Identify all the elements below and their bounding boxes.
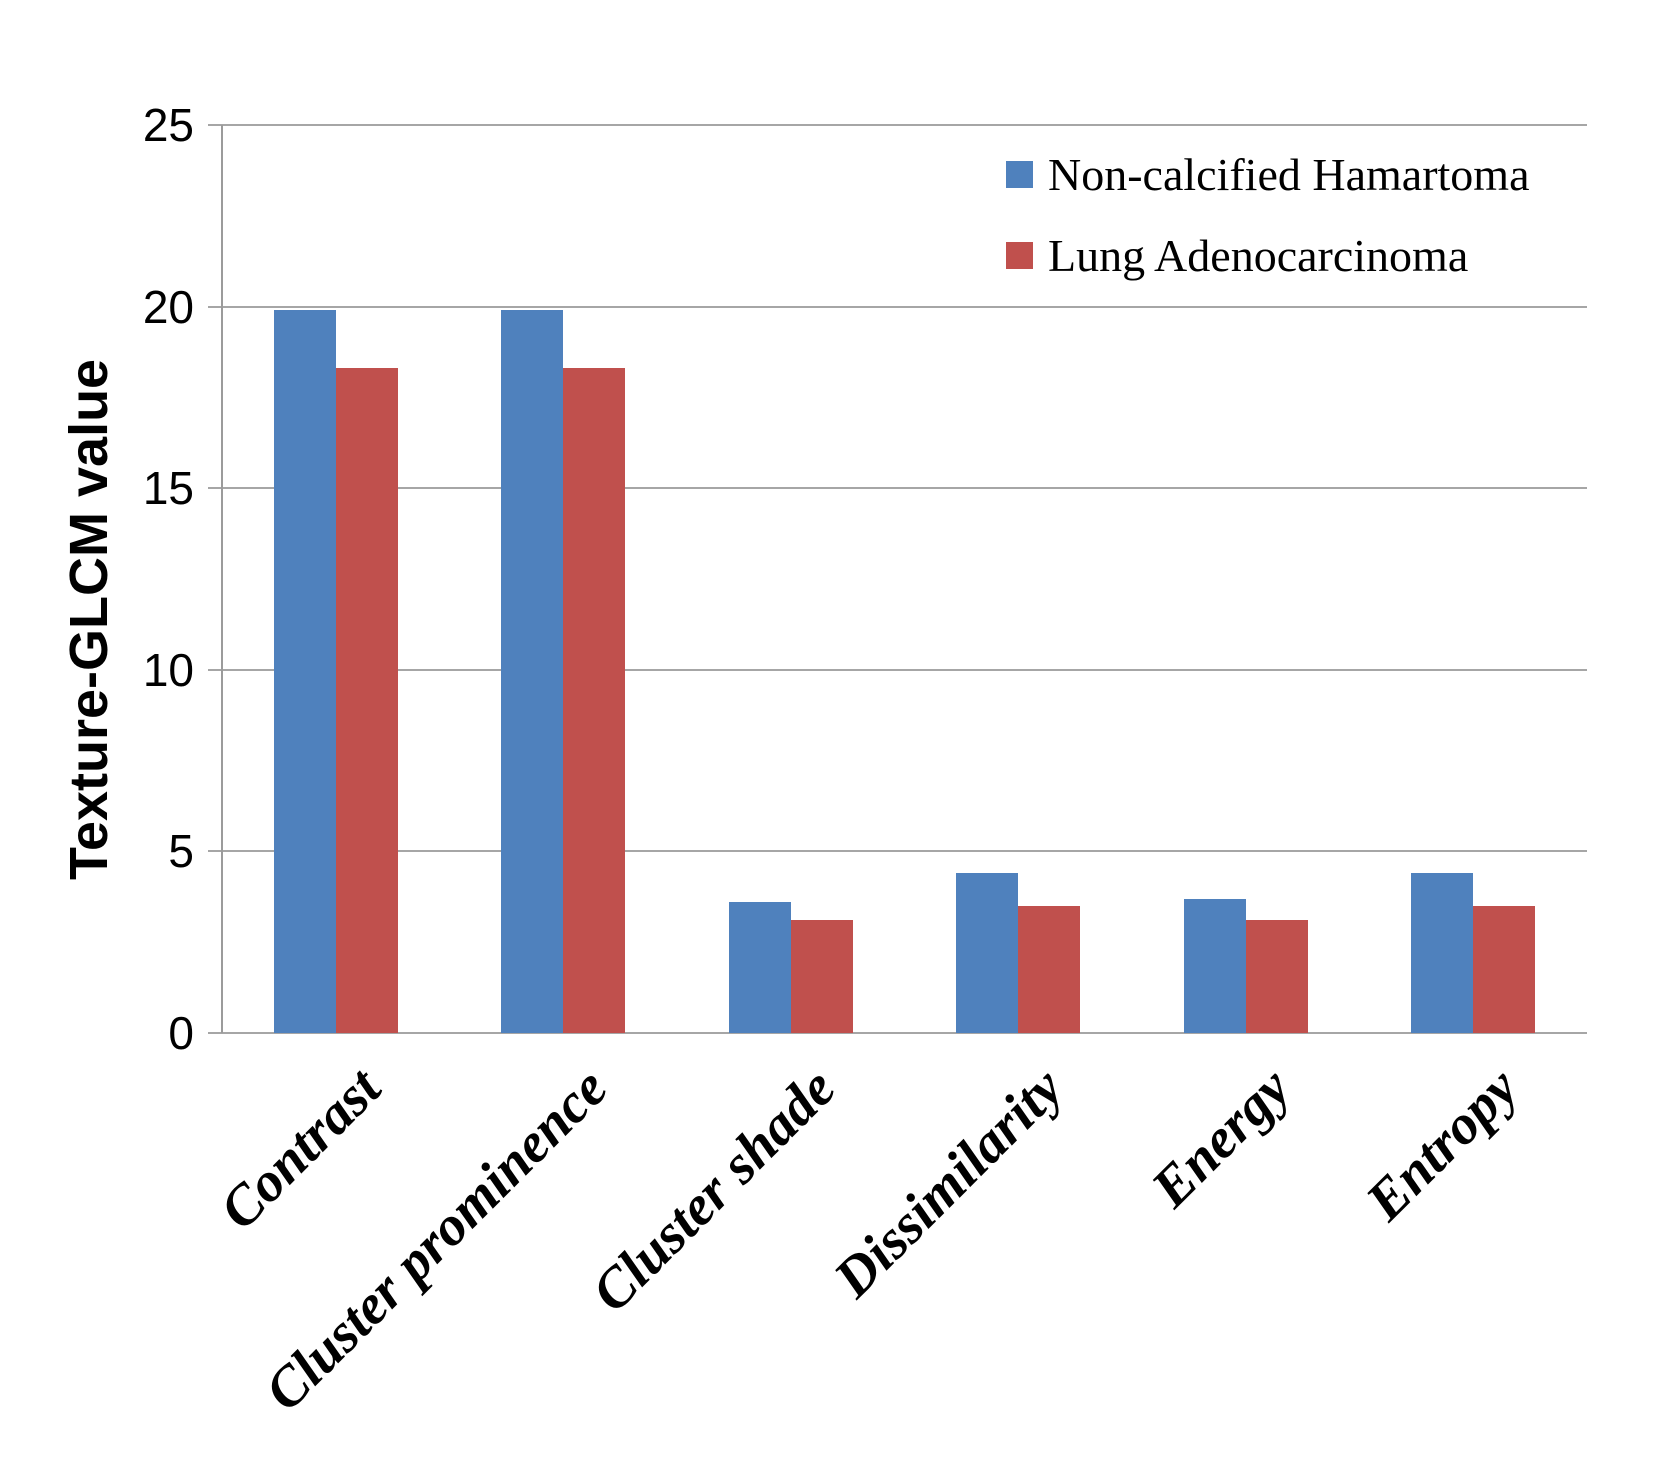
gridline-0 — [208, 1032, 1587, 1034]
x-category-label-0: Contrast — [207, 1056, 393, 1242]
bar-dissimilarity-series-0 — [956, 873, 1019, 1033]
gridline-10 — [208, 668, 1587, 671]
legend-item: Lung Adenocarcinoma — [1006, 229, 1530, 282]
y-tick-label-20: 20 — [142, 280, 194, 333]
bar-cluster-shade-series-0 — [728, 902, 791, 1033]
bar-entropy-series-1 — [1473, 905, 1536, 1033]
x-category-label-2: Cluster shade — [580, 1056, 848, 1324]
bar-cluster-prominence-series-0 — [501, 310, 564, 1033]
bar-cluster-shade-series-1 — [790, 920, 853, 1033]
x-category-label-4: Energy — [1139, 1056, 1303, 1220]
bar-energy-series-1 — [1245, 920, 1308, 1033]
gridline-20 — [208, 305, 1587, 308]
gridline-25 — [208, 124, 1587, 126]
legend-swatch-hamartoma-icon — [1006, 161, 1033, 188]
bar-contrast-series-0 — [273, 310, 336, 1033]
x-category-label-3: Dissimilarity — [821, 1056, 1075, 1310]
y-tick-label-25: 25 — [142, 99, 194, 151]
gridline-5 — [208, 850, 1587, 853]
gridline-15 — [208, 487, 1587, 490]
bar-cluster-prominence-series-1 — [563, 368, 626, 1033]
x-category-label-5: Entropy — [1353, 1056, 1530, 1233]
y-tick-label-5: 5 — [168, 825, 194, 878]
legend-item: Non-calcified Hamartoma — [1006, 148, 1530, 201]
legend: Non-calcified Hamartoma Lung Adenocarcin… — [1006, 148, 1530, 310]
bar-energy-series-0 — [1183, 898, 1246, 1033]
y-tick-label-0: 0 — [168, 1007, 194, 1059]
legend-label-adenocarcinoma: Lung Adenocarcinoma — [1048, 230, 1469, 281]
legend-label-hamartoma: Non-calcified Hamartoma — [1048, 149, 1530, 200]
y-tick-label-15: 15 — [142, 462, 194, 515]
bar-contrast-series-1 — [335, 368, 398, 1033]
bar-entropy-series-0 — [1411, 873, 1474, 1033]
bar-dissimilarity-series-1 — [1018, 905, 1081, 1033]
y-tick-label-10: 10 — [142, 643, 194, 696]
y-axis-line — [221, 125, 223, 1033]
legend-swatch-adenocarcinoma-icon — [1006, 242, 1033, 269]
